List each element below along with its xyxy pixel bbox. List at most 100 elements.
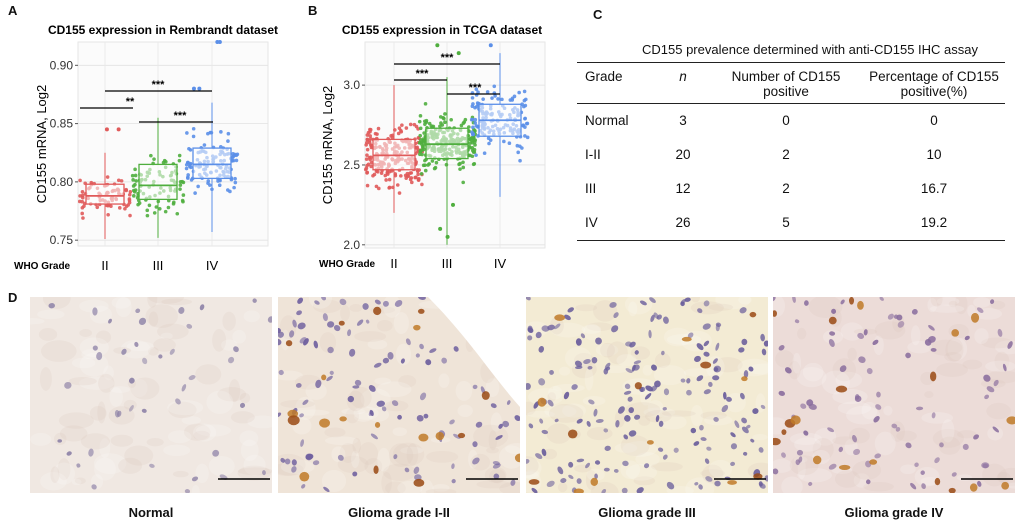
cell-nucleus	[134, 341, 139, 347]
header-number-positive: Number of CD155 positive	[709, 62, 863, 104]
cell-nucleus	[905, 442, 912, 449]
cell-nucleus	[138, 317, 147, 325]
tissue-texture	[59, 425, 88, 442]
cd155-positive-cell	[413, 324, 421, 331]
tissue-texture	[476, 480, 511, 489]
cell-nucleus	[895, 426, 901, 432]
cd155-positive-cell	[934, 477, 941, 486]
tissue-texture	[385, 481, 406, 493]
significance-label: ***	[152, 79, 166, 91]
data-point	[202, 143, 207, 147]
data-point	[128, 189, 133, 194]
data-point	[500, 97, 504, 102]
data-point	[78, 178, 82, 183]
cell-nucleus	[703, 340, 710, 347]
tissue-texture	[80, 433, 110, 450]
data-point	[399, 174, 403, 178]
tissue-texture	[814, 427, 837, 446]
tissue-texture	[715, 297, 751, 310]
cell-nucleus	[658, 447, 664, 452]
data-point	[413, 175, 417, 180]
tissue-texture	[278, 370, 304, 381]
data-point	[188, 148, 193, 152]
data-point	[470, 140, 475, 145]
data-point	[399, 128, 403, 133]
tissue-texture	[628, 301, 638, 317]
tissue-texture	[526, 457, 542, 479]
tissue-texture	[954, 297, 968, 315]
cell-nucleus	[295, 383, 302, 388]
cell-nucleus	[66, 451, 72, 456]
cell-nucleus	[576, 458, 585, 463]
data-point	[461, 180, 465, 185]
tissue-texture	[457, 404, 473, 418]
cd155-positive-cell	[299, 471, 310, 482]
cell-nucleus	[865, 479, 871, 485]
data-point	[191, 126, 196, 131]
tissue-texture	[341, 408, 366, 415]
tissue-texture	[160, 332, 173, 340]
cell-nucleus	[703, 389, 711, 395]
cd155-positive-cell	[413, 478, 425, 487]
tissue-texture	[773, 458, 793, 473]
cell-nucleus	[347, 395, 355, 403]
cell-nucleus	[527, 335, 533, 341]
tissue-texture	[130, 378, 148, 398]
cell-nucleus	[743, 370, 749, 378]
data-point	[417, 168, 422, 172]
outlier-point	[116, 127, 121, 132]
plot-area	[77, 41, 269, 247]
cell-nucleus	[575, 338, 582, 346]
empty-area	[428, 297, 520, 407]
cell-nucleus	[368, 385, 376, 392]
tissue-texture	[499, 481, 520, 493]
cd155-positive-cell	[417, 308, 425, 314]
outlier-point	[488, 43, 493, 48]
data-point	[117, 206, 122, 210]
cd155-positive-cell	[321, 374, 327, 381]
panel-label-c: C	[593, 7, 603, 22]
cell-nucleus	[352, 385, 360, 389]
data-point	[131, 178, 135, 182]
data-point	[106, 212, 110, 217]
cell-nucleus	[730, 432, 736, 438]
tissue-texture	[781, 476, 803, 493]
cell-nucleus	[739, 392, 745, 400]
cell-nucleus	[973, 434, 980, 440]
cell-nucleus	[289, 330, 295, 338]
cell-nucleus	[305, 453, 314, 460]
data-point	[364, 143, 368, 147]
data-point	[166, 205, 171, 210]
cell-nucleus	[636, 487, 644, 493]
data-point	[493, 94, 497, 98]
x-tick-label: II	[101, 258, 108, 273]
cell-nucleus	[804, 300, 809, 306]
y-tick-label: 0.90	[50, 58, 74, 72]
tissue-texture	[924, 391, 934, 399]
data-point	[147, 203, 152, 208]
data-point	[417, 119, 422, 124]
tissue-texture	[929, 339, 963, 356]
cell-nucleus	[684, 297, 691, 302]
cell-nucleus	[693, 441, 700, 446]
cell-nucleus	[703, 300, 710, 307]
data-point	[374, 184, 379, 189]
tissue-texture	[938, 436, 961, 455]
tissue-texture	[109, 386, 131, 394]
cell-nucleus	[601, 488, 607, 493]
tissue-texture	[962, 359, 983, 370]
cell-nucleus	[539, 418, 544, 424]
cd155-positive-cell	[969, 483, 978, 492]
tissue-texture	[340, 305, 350, 322]
cell-nucleus	[419, 343, 424, 350]
tissue-texture	[544, 405, 577, 418]
data-point	[157, 206, 162, 211]
tissue-texture	[222, 311, 236, 331]
data-point	[376, 126, 381, 131]
tissue-texture	[294, 374, 323, 390]
data-point	[471, 162, 476, 167]
tissue-texture	[663, 327, 692, 347]
cell-nucleus	[129, 405, 134, 412]
data-point	[438, 124, 442, 129]
data-point	[208, 183, 212, 187]
